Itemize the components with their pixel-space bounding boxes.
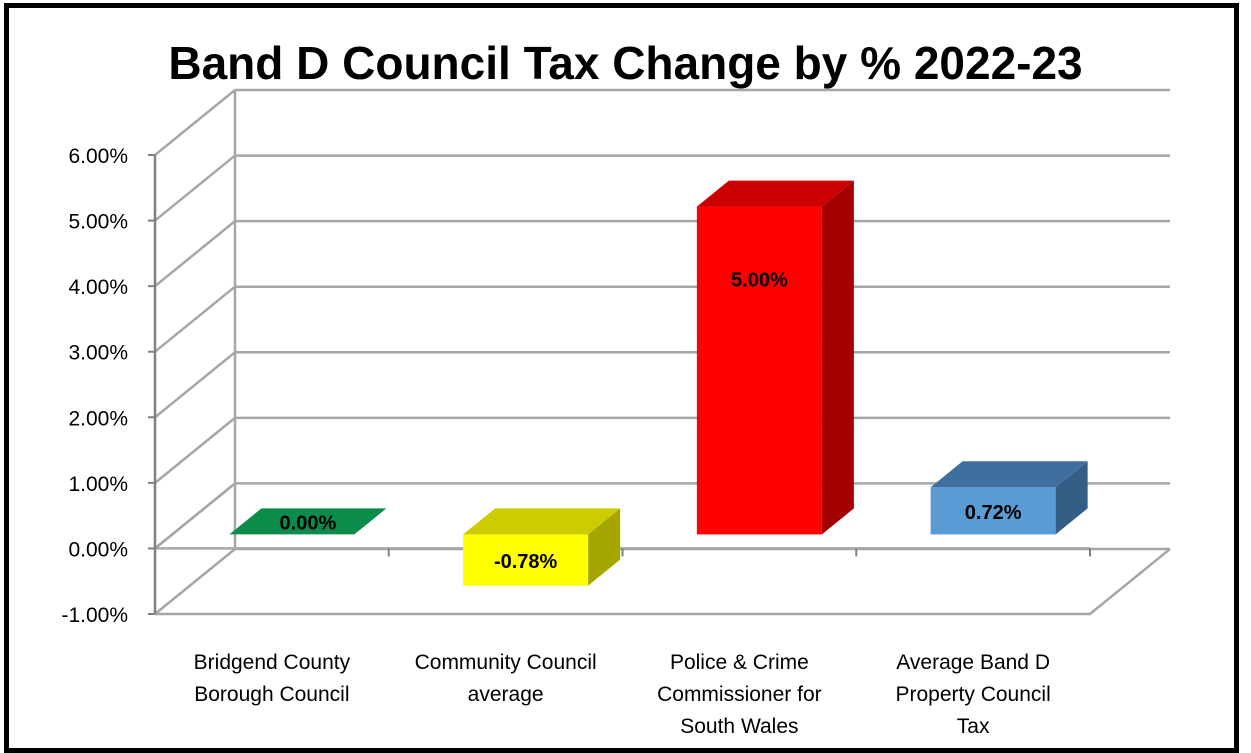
x-category-label: Average Band D Property Council Tax (896, 651, 1051, 738)
x-category-label: Bridgend County Borough Council (194, 651, 351, 706)
bar-front (930, 487, 1056, 535)
y-tick-label: 3.00% (68, 342, 128, 365)
y-ticks: -1.00% 0.00% 1.00% 2.00% 3.00% 4.00% 5.00% 6.00… (61, 145, 155, 627)
data-label: 0.00% (280, 512, 337, 534)
y-tick-label: 2.00% (68, 407, 128, 430)
gridline-side (154, 285, 236, 353)
bar-top (463, 508, 621, 535)
bar-top (696, 180, 854, 207)
floor-edge (155, 548, 1171, 616)
x-category-label-line: Property Council (896, 683, 1051, 706)
bar-3: 0.72% (930, 461, 1088, 535)
y-tick-label: 6.00% (68, 145, 128, 168)
bar-1: -0.78% (463, 508, 621, 586)
x-category-label-line: average (468, 683, 544, 706)
data-label: 0.72% (965, 502, 1022, 524)
y-tick-label: 4.00% (68, 276, 128, 299)
y-tick-label: 0.00% (68, 538, 128, 561)
y-tick-label: 1.00% (68, 473, 128, 496)
bar-front (463, 534, 589, 586)
gridline-side (154, 548, 236, 615)
x-category-label-line: Borough Council (194, 683, 349, 706)
bar-side (1055, 461, 1088, 535)
bar-top (930, 461, 1088, 488)
gridline-side (154, 154, 236, 222)
gridline-side (154, 351, 236, 419)
x-category-label-line: Police & Crime (670, 651, 809, 674)
data-label: 5.00% (731, 270, 788, 292)
bar-2: 5.00% (696, 180, 854, 535)
gridlines (151, 88, 1171, 616)
x-category-label: Community Council average (415, 651, 597, 706)
bar-top (229, 508, 387, 535)
bar-front (696, 206, 822, 535)
x-category-label-line: Bridgend County (194, 651, 351, 674)
y-tick-label: -1.00% (61, 604, 128, 627)
gridline-side (154, 416, 236, 484)
chart-frame (4, 3, 1239, 753)
gridline-side (154, 89, 236, 156)
y-tick-label: 5.00% (68, 211, 128, 234)
x-category-label-line: Community Council (415, 651, 597, 674)
x-category-label-line: Commissioner for (657, 683, 822, 706)
x-category-label-line: South Wales (680, 715, 798, 738)
bar-0: 0.00% (229, 508, 387, 535)
x-category-label-line: Tax (957, 715, 990, 738)
bar-side (588, 508, 621, 586)
x-category-label-line: Average Band D (896, 651, 1050, 674)
gridline-side (154, 220, 236, 288)
x-category-label: Police & Crime Commissioner for South Wale… (657, 651, 822, 738)
bar-side (821, 180, 854, 535)
chart-title: Band D Council Tax Change by % 2022-23 (168, 37, 1083, 89)
data-label: -0.78% (494, 551, 558, 573)
